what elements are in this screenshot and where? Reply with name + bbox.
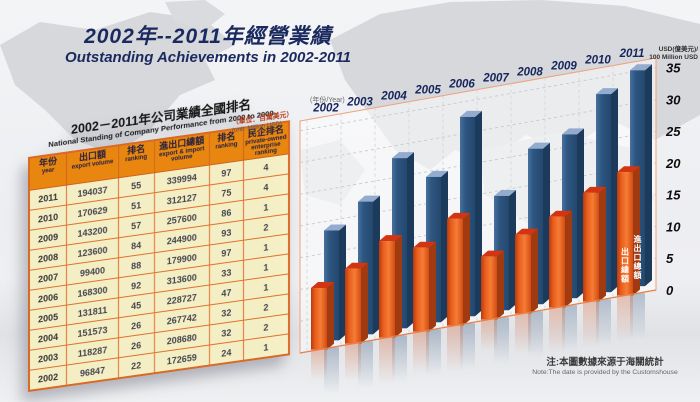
table-cell: 22	[118, 353, 154, 379]
map-shape-africa	[300, 140, 365, 205]
map-shape-greenland	[165, 0, 225, 30]
source-note-zh: 注:本圖數據來源于海關統計	[546, 357, 664, 368]
source-note-en: Note:The date is provided by the Customs…	[532, 368, 678, 376]
table-cell: 24	[209, 340, 244, 366]
performance-table: 年份 year 出口額 export volume 排名 ranking 進出口總額 expo…	[28, 120, 290, 393]
map-shape-north-america	[0, 12, 235, 155]
column-header: 排名 ranking	[209, 127, 244, 166]
column-header: 年份 year	[29, 152, 67, 191]
ranking-table-sheet: 2002－2011年公司業績全國排名 National Standing of …	[28, 93, 294, 393]
table-body: 2011 194037 55 339994 97 4 2010 170629 51 312127 7…	[29, 154, 289, 392]
column-header: 排名 ranking	[118, 140, 154, 179]
map-shape-americas	[480, 132, 655, 235]
year-cell: 2002	[29, 365, 67, 392]
page-title: 2002年--2011年經營業績 Outstanding Achievement…	[38, 25, 378, 66]
page-title-zh: 2002年--2011年經營業績	[84, 25, 332, 48]
source-note: 注:本圖數據來源于海關統計 Note:The date is provided …	[500, 357, 700, 377]
page-title-en: Outstanding Achievements in 2002-2011	[65, 49, 351, 67]
